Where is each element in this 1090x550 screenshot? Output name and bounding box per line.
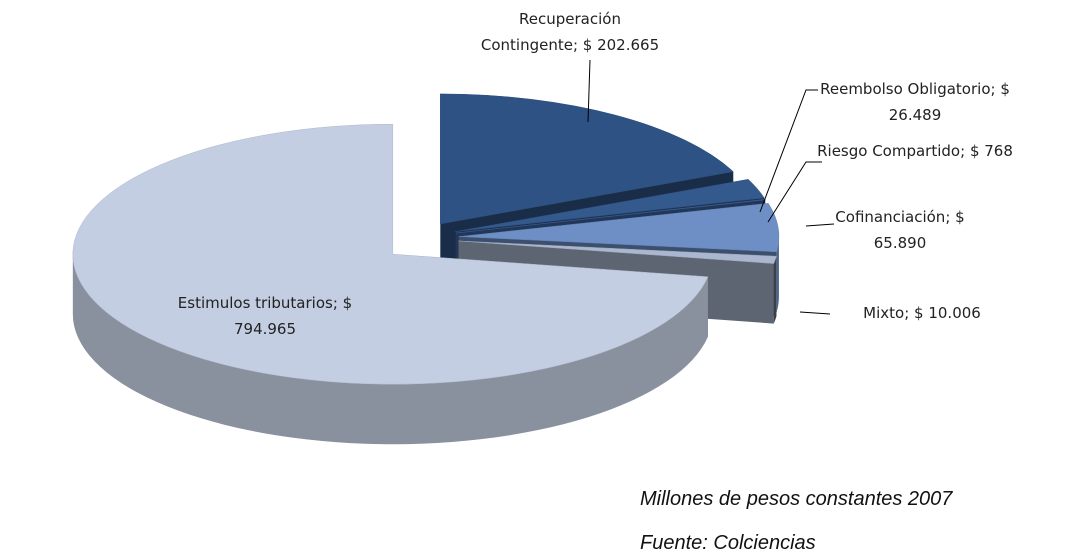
label-value: $ 768: [969, 142, 1013, 160]
slice: [72, 123, 709, 385]
data-label: Recuperación Contingente; $ 202.665: [480, 6, 660, 58]
leader-line: [799, 311, 831, 315]
slice-side: [72, 254, 708, 445]
label-category: Mixto: [863, 304, 905, 322]
label-category: Estimulos tributarios: [177, 294, 333, 312]
slice: [440, 93, 734, 225]
label-category: Riesgo Compartido: [817, 142, 961, 160]
note: Millones de pesos constantes 2007: [640, 488, 953, 510]
leader-line: [767, 161, 822, 223]
data-label: Estimulos tributarios; $ 794.965: [160, 290, 370, 342]
slice: [458, 203, 780, 253]
leader-line: [759, 89, 818, 213]
label-separator: ;: [332, 294, 343, 312]
data-label: Riesgo Compartido; $ 768: [815, 138, 1015, 164]
slice-side: [776, 236, 779, 312]
label-value: $ 202.665: [582, 36, 660, 54]
slice: [458, 240, 777, 264]
label-value: $ 10.006: [914, 304, 981, 322]
note: Fuente: Colciencias: [640, 532, 816, 550]
leader-line: [805, 223, 835, 227]
label-value: $ 26.489: [888, 80, 1010, 124]
leader-line: [587, 59, 591, 123]
label-separator: ;: [572, 36, 583, 54]
label-category: Reembolso Obligatorio: [820, 80, 991, 98]
label-separator: ;: [990, 80, 1001, 98]
label-value: $ 65.890: [873, 208, 965, 252]
slice-side: [773, 256, 777, 324]
data-label: Mixto; $ 10.006: [822, 300, 1022, 326]
label-category: Cofinanciación: [835, 208, 946, 226]
pie: [72, 93, 780, 445]
label-category: Recuperación Contingente: [480, 10, 621, 54]
label-separator: ;: [904, 304, 915, 322]
data-label: Reembolso Obligatorio; $ 26.489: [815, 76, 1015, 128]
label-separator: ;: [945, 208, 956, 226]
data-label: Cofinanciación; $ 65.890: [830, 204, 970, 256]
slice: [455, 179, 765, 232]
label-value: $ 794.965: [233, 294, 353, 338]
label-separator: ;: [960, 142, 970, 160]
